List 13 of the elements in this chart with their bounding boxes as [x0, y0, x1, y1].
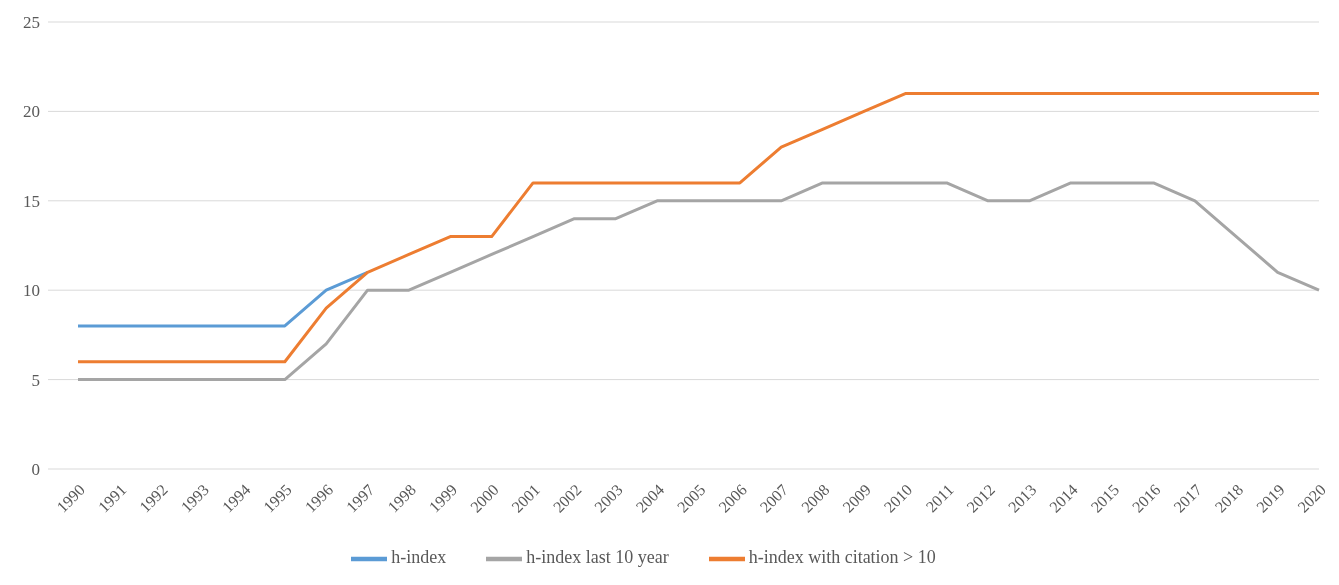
y-tick-label: 10 — [23, 281, 40, 301]
legend-label: h-index with citation > 10 — [748, 547, 936, 568]
x-tick-label: 1992 — [136, 481, 171, 516]
y-tick-label: 25 — [23, 13, 40, 33]
line-series — [76, 181, 1321, 382]
legend-label: h-index — [391, 547, 447, 568]
y-tick-label: 20 — [23, 102, 40, 122]
x-tick-label: 2011 — [922, 481, 957, 516]
y-tick-label: 0 — [31, 460, 40, 480]
y-tick-label: 15 — [23, 191, 40, 211]
legend-label: h-index last 10 year — [526, 547, 669, 568]
line-series — [76, 92, 1321, 364]
y-tick-label: 5 — [31, 370, 40, 390]
